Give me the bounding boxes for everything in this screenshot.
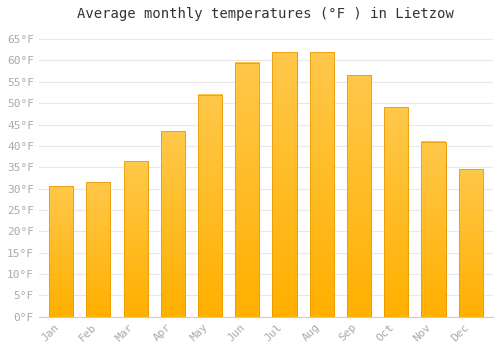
Bar	[310, 52, 334, 317]
Bar	[160, 131, 185, 317]
Bar	[49, 187, 73, 317]
Bar	[310, 52, 334, 317]
Bar	[235, 63, 260, 317]
Title: Average monthly temperatures (°F ) in Lietzow: Average monthly temperatures (°F ) in Li…	[78, 7, 454, 21]
Bar	[347, 75, 371, 317]
Bar	[49, 187, 73, 317]
Bar	[384, 107, 408, 317]
Bar	[384, 107, 408, 317]
Bar	[86, 182, 110, 317]
Bar	[347, 75, 371, 317]
Bar	[458, 169, 483, 317]
Bar	[124, 161, 148, 317]
Bar	[272, 52, 296, 317]
Bar	[422, 142, 446, 317]
Bar	[272, 52, 296, 317]
Bar	[124, 161, 148, 317]
Bar	[160, 131, 185, 317]
Bar	[198, 94, 222, 317]
Bar	[422, 142, 446, 317]
Bar	[86, 182, 110, 317]
Bar	[198, 94, 222, 317]
Bar	[458, 169, 483, 317]
Bar	[235, 63, 260, 317]
